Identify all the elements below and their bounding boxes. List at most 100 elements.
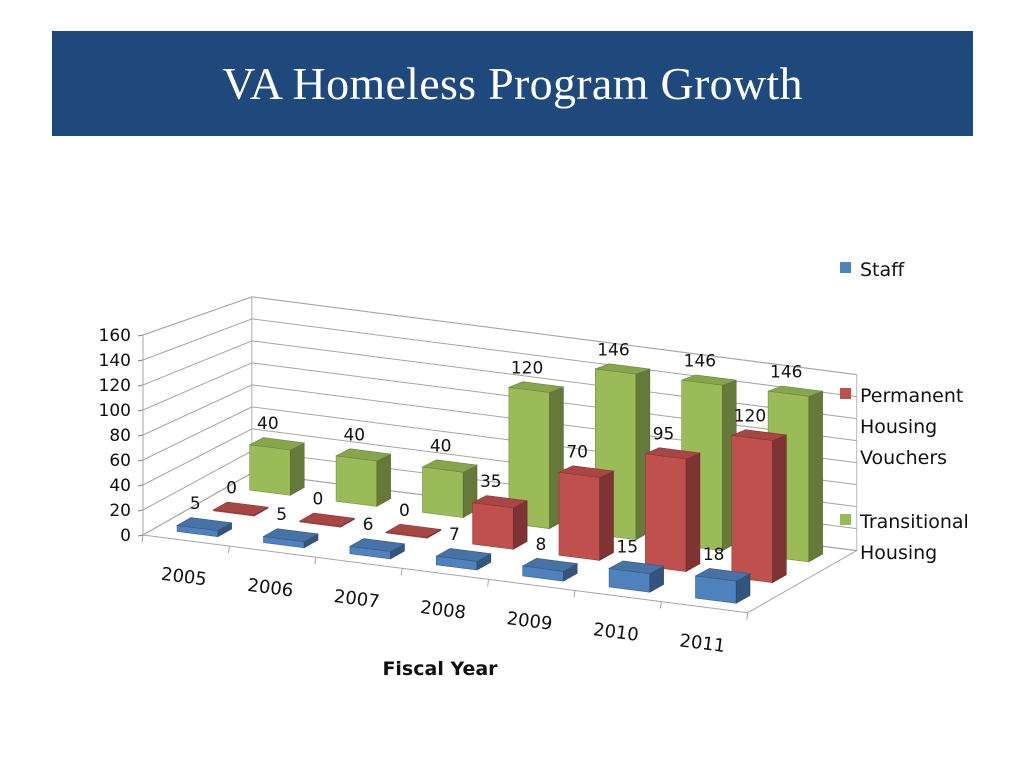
y-tick-label: 100 (99, 401, 131, 421)
x-tick-mark (487, 579, 490, 587)
bar-top-face (595, 363, 650, 375)
y-axis-ticks: 0 20 40 60 80 100 120 140 160 (99, 326, 144, 546)
bar-transitional-housing: 120 (507, 358, 565, 530)
legend-label: Transitional (859, 511, 969, 533)
bar-top-face (644, 447, 702, 460)
legend-swatch (840, 514, 851, 525)
gridline (142, 362, 857, 442)
bar-permanent-housing-vouchers: 70 (557, 442, 615, 561)
bar-transitional-housing: 40 (248, 414, 306, 496)
bar-transitional-housing: 40 (421, 436, 478, 519)
bar-staff: 15 (608, 537, 665, 593)
legend-label: Staff (860, 259, 905, 281)
data-label: 18 (703, 545, 725, 565)
y-tick-label: 20 (109, 501, 131, 521)
x-tick-label: 2009 (505, 608, 553, 635)
gridline (142, 296, 857, 376)
x-tick-mark (141, 534, 144, 543)
bar-permanent-housing-vouchers: 0 (212, 479, 269, 517)
data-label: 35 (480, 472, 502, 492)
bar-top-face (385, 523, 442, 538)
data-label: 5 (276, 505, 287, 525)
x-tick-label: 2006 (246, 575, 294, 602)
bar-side-face (772, 434, 787, 584)
legend-label: Vouchers (860, 447, 947, 469)
y-tick-label: 40 (109, 476, 131, 496)
data-label: 40 (257, 414, 279, 434)
bar-top-face (176, 517, 233, 531)
bar-staff: 6 (348, 515, 406, 560)
bar-front-face (249, 444, 291, 496)
x-tick-label: 2007 (333, 586, 381, 613)
x-tick-mark (659, 601, 662, 609)
bar-front-face (731, 434, 773, 583)
bar-front-face (422, 466, 464, 518)
bar-top-face (435, 548, 492, 562)
bar-permanent-housing-vouchers: 95 (644, 424, 702, 573)
bar-side-face (599, 470, 614, 561)
bar-top-face (348, 538, 406, 552)
data-label: 40 (343, 425, 365, 445)
y-tick-mark (137, 384, 144, 387)
data-label: 146 (597, 340, 629, 360)
legend-label: Permanent (860, 385, 963, 407)
data-label: 7 (449, 525, 460, 545)
x-tick-mark (314, 557, 317, 565)
x-axis-title: Fiscal Year (382, 658, 498, 680)
legend-label: Housing (860, 416, 937, 438)
bar-permanent-housing-vouchers: 0 (385, 501, 442, 539)
bar-side-face (512, 500, 528, 550)
y-tick-mark (137, 409, 144, 412)
bar-front-face (645, 453, 687, 572)
y-tick-label: 120 (99, 376, 131, 396)
bar-top-face (335, 448, 392, 462)
y-tick-label: 160 (99, 326, 131, 346)
gridline (142, 384, 857, 464)
chart-bars: 40 40 40 120 146 146 146 0 0 0 35 70 95 120 5 5 6 7 8 15 18 (176, 340, 823, 604)
bar-top-face (730, 429, 788, 441)
bar-staff: 7 (435, 525, 492, 571)
data-label: 146 (684, 351, 716, 371)
legend-swatch (840, 388, 851, 399)
bar-staff: 5 (262, 505, 319, 549)
bar-side-face (685, 452, 701, 573)
floor-plane (141, 472, 859, 614)
bar-staff: 8 (521, 535, 579, 582)
legend-label: Housing (860, 542, 937, 564)
gridline (142, 318, 857, 398)
y-tick-mark (137, 434, 144, 437)
x-tick-label: 2011 (678, 630, 726, 657)
data-label: 146 (770, 363, 802, 383)
bar-top-face (608, 560, 665, 575)
bar-side-face (376, 453, 391, 507)
x-tick-mark (746, 612, 749, 620)
bar-top-face (767, 385, 823, 397)
x-tick-label: 2005 (160, 564, 208, 591)
bar-top-face (212, 501, 269, 516)
bar-top-face (694, 568, 751, 582)
data-label: 120 (734, 406, 766, 426)
x-tick-label: 2010 (592, 619, 640, 646)
bar-permanent-housing-vouchers: 0 (298, 490, 356, 528)
bar-permanent-housing-vouchers: 120 (730, 406, 788, 584)
bar-side-face (808, 390, 823, 563)
chart-floor (141, 472, 859, 620)
gridline (142, 340, 857, 420)
x-tick-mark (573, 590, 576, 598)
y-tick-mark (137, 534, 144, 537)
y-tick-mark (137, 459, 144, 462)
data-label: 40 (430, 436, 452, 456)
chart-legend: Staff Permanent Housing Vouchers Transitiona… (840, 259, 969, 564)
bar-staff: 5 (176, 494, 233, 538)
bar-top-face (681, 374, 737, 386)
y-tick-mark (137, 484, 144, 487)
bar-permanent-housing-vouchers: 35 (471, 472, 529, 550)
data-label: 70 (566, 442, 588, 462)
bar-front-face (335, 455, 378, 507)
bar-front-face (558, 471, 601, 561)
bar-top-face (557, 465, 615, 478)
bar-top-face (507, 381, 565, 393)
data-label: 6 (363, 515, 374, 535)
slide-title: VA Homeless Program Growth (222, 58, 803, 109)
bar-staff: 18 (694, 545, 751, 604)
